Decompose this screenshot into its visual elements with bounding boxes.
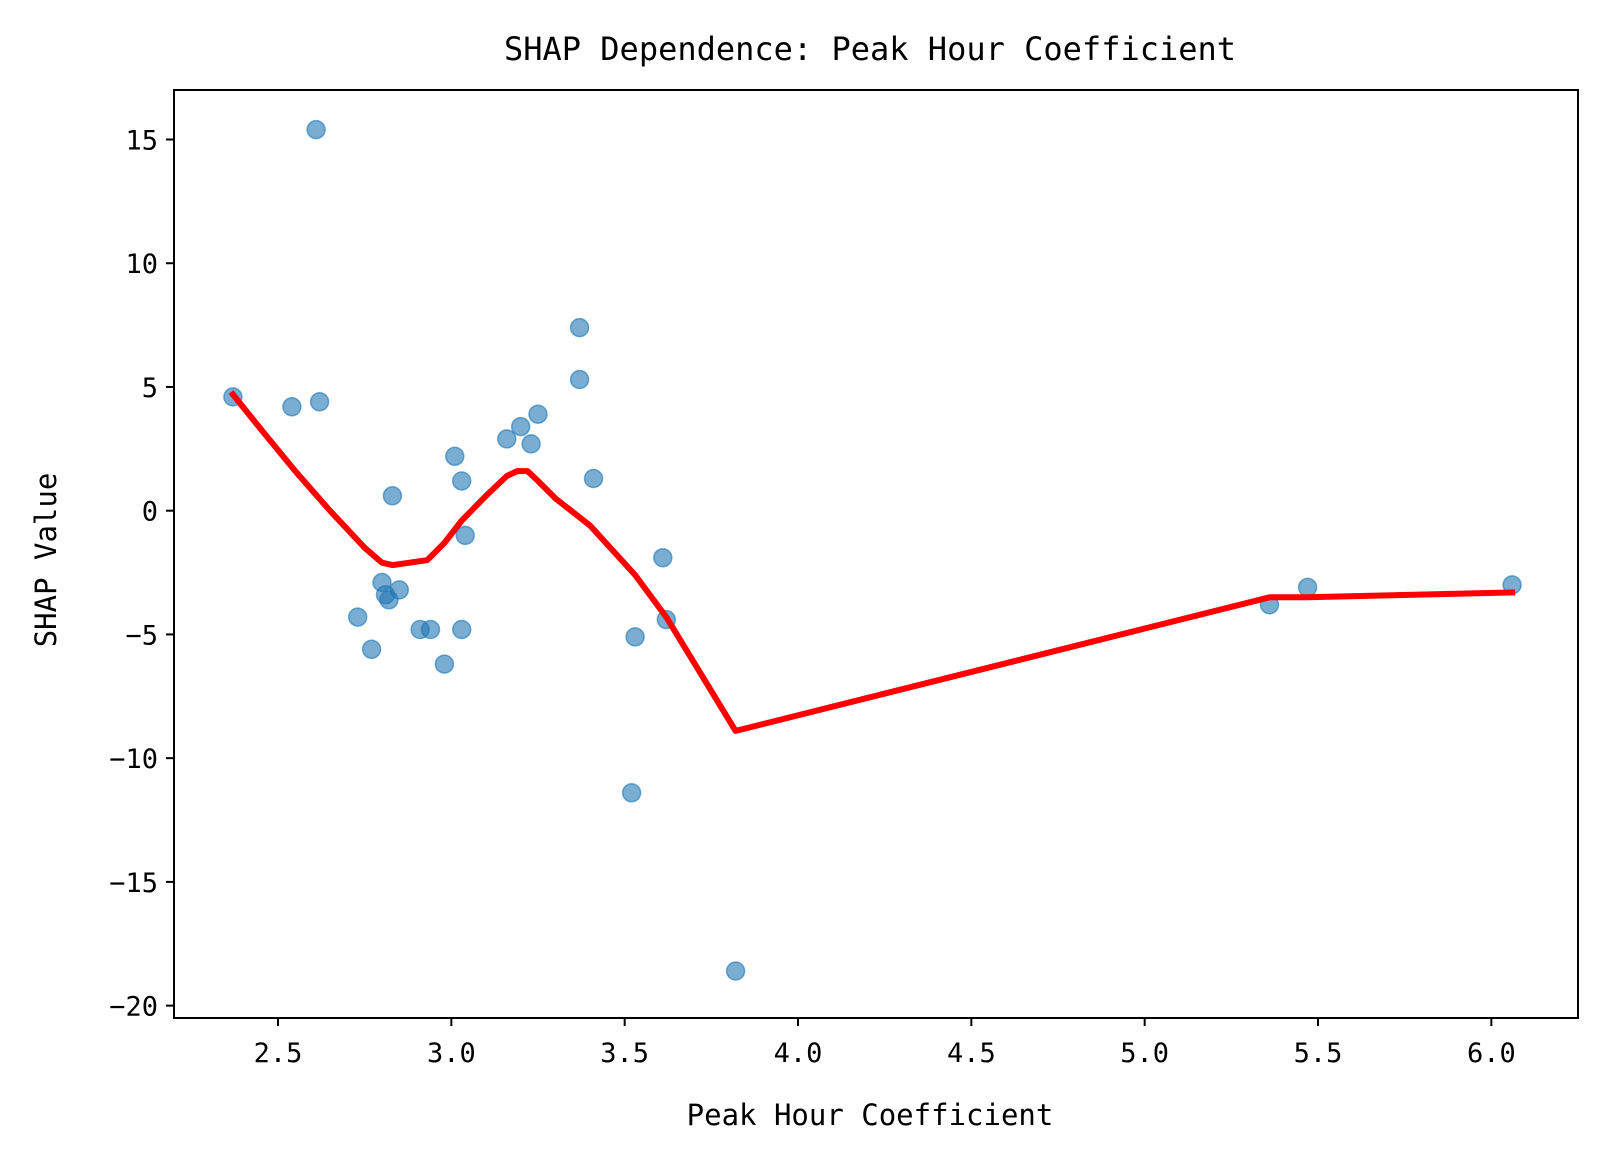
x-tick-label: 4.5 [947,1038,996,1069]
scatter-point [434,654,455,674]
scatter-point [455,525,475,546]
scatter-point [569,317,590,338]
scatter-point [569,369,590,390]
scatter-point [521,434,541,454]
scatter-point [497,429,517,449]
y-tick-label: −15 [109,868,158,899]
scatter-point [445,446,465,467]
x-tick-label: 2.5 [254,1038,303,1069]
axes-layer: 2.5 3.0 3.5 4.0 4.5 5.0 5.5 6.0 15 10 5 0 −5 −10 −15 −2… [109,89,1579,1069]
scatter-point [382,486,403,506]
scatter-point [282,397,302,417]
scatter-point [725,961,746,981]
y-tick-label: −10 [109,744,158,775]
x-tick-label: 6.0 [1467,1038,1516,1069]
scatter-point [451,619,472,640]
y-tick-label: −5 [125,620,158,651]
scatter-point [306,119,326,140]
scatter-point [510,416,531,437]
trend-line [228,390,1516,734]
scatter-point [625,627,645,647]
x-axis-label: Peak Hour Coefficient [687,1098,1054,1132]
scatter-point [347,607,368,627]
y-axis-label: SHAP Value [29,473,63,648]
y-tick-label: 0 [142,497,158,528]
x-tick-label: 3.0 [427,1038,476,1069]
chart-title: SHAP Dependence: Peak Hour Coefficient [504,30,1236,68]
scatter-point [361,639,382,660]
scatter-point [621,783,642,803]
x-tick-label: 3.5 [600,1038,649,1069]
scatter-point [451,471,472,491]
y-tick-label: −20 [109,992,158,1023]
y-tick-label: 15 [125,125,158,156]
x-tick-label: 4.0 [774,1038,823,1069]
y-tick-label: 10 [125,249,158,280]
scatter-point [309,392,330,412]
scatter-point [389,580,410,600]
plot-layer [223,119,1522,981]
scatter-point [653,547,673,568]
x-tick-label: 5.0 [1120,1038,1169,1069]
scatter-point [420,619,441,640]
scatter-point [1297,577,1318,598]
y-tick-label: 5 [142,373,158,404]
scatter-point [528,404,548,424]
plot-frame [173,89,1579,1019]
x-tick-label: 5.5 [1294,1038,1343,1069]
scatter-point [583,468,604,489]
